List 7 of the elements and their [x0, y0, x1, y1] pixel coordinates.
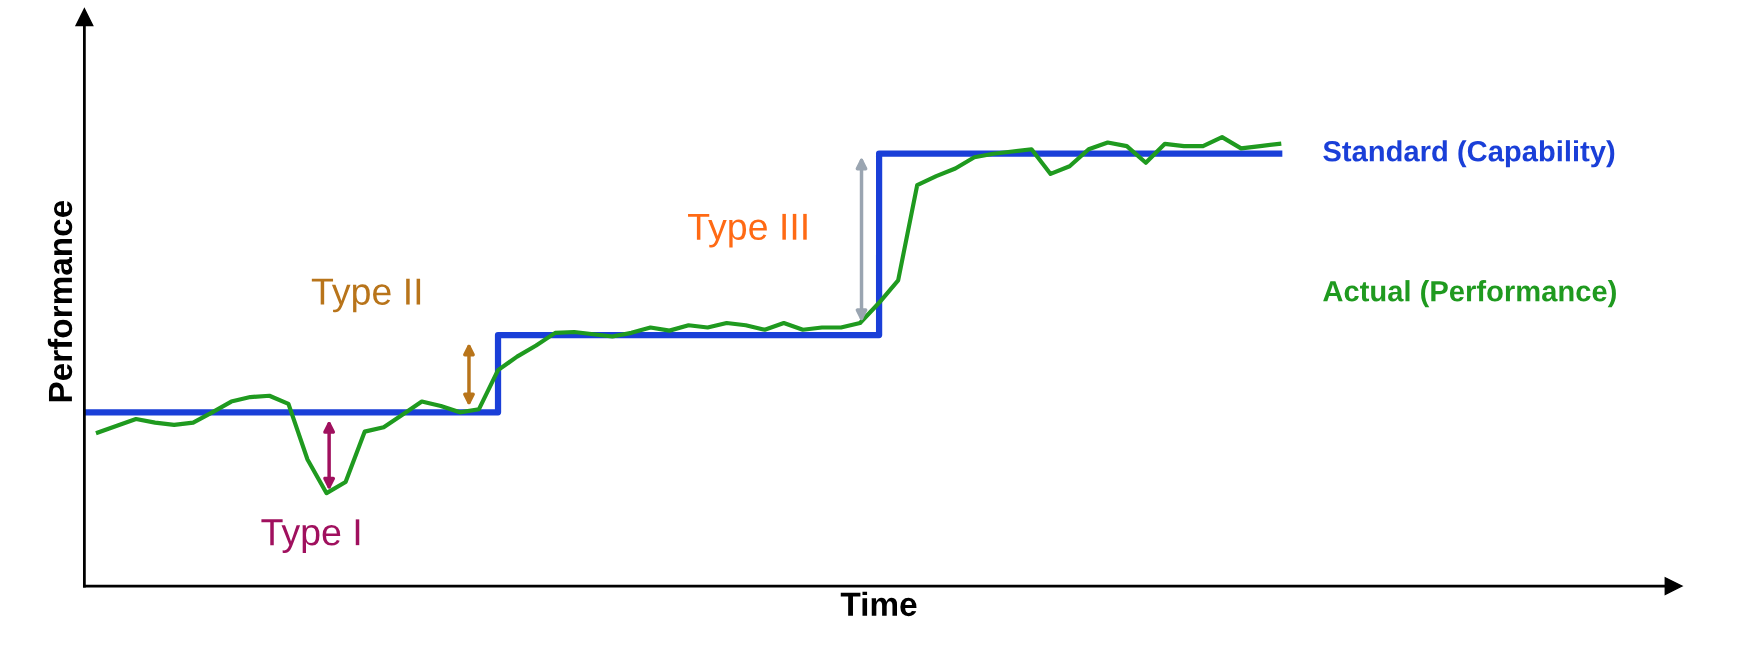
series-label: Standard (Capability)	[1323, 140, 1615, 168]
annotation: Type III	[688, 213, 807, 248]
text: Actual (Performance)	[1323, 280, 1616, 308]
annotation: Type II	[311, 278, 421, 313]
y-axis-title: Performance	[47, 200, 73, 402]
annotation: Type I	[261, 519, 360, 553]
x-axis-title: Time	[840, 591, 917, 617]
